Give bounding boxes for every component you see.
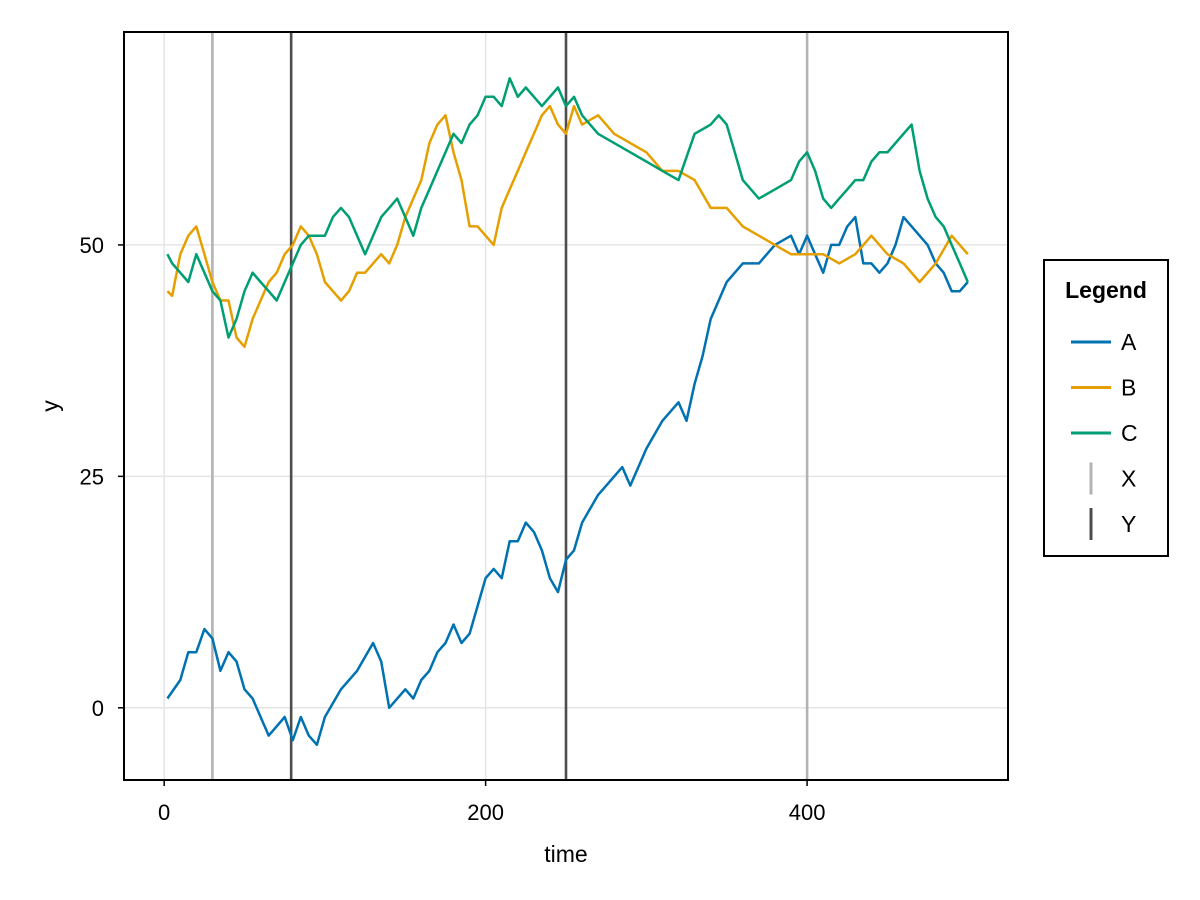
legend-title: Legend	[1065, 277, 1147, 303]
x-tick-label: 200	[467, 800, 504, 825]
y-tick-label: 0	[92, 696, 104, 721]
reference-vlines	[211, 32, 809, 780]
axis-ticks: 0 200 400 0 25 50	[80, 233, 826, 825]
y-axis-label: y	[37, 400, 63, 412]
x-tick-label: 0	[158, 800, 170, 825]
legend-label: B	[1121, 375, 1136, 401]
plot-frame	[123, 31, 1009, 781]
legend-entry-y: Y	[1089, 508, 1136, 540]
data-series	[166, 77, 969, 747]
legend-entry-a: A	[1071, 329, 1137, 355]
y-tick-label: 50	[80, 233, 104, 258]
legend-label: A	[1121, 329, 1137, 355]
x-tick-label: 400	[789, 800, 826, 825]
legend-label: Y	[1121, 511, 1136, 537]
series-line-c	[166, 77, 969, 339]
series-line-a	[166, 215, 969, 747]
legend-label: X	[1121, 466, 1136, 492]
legend-entry-x: X	[1089, 462, 1136, 495]
x-axis-label: time	[544, 841, 587, 867]
legend-box	[1043, 259, 1169, 557]
legend-entry-b: B	[1071, 375, 1136, 401]
legend-entry-c: C	[1071, 420, 1138, 446]
legend-label: C	[1121, 420, 1138, 446]
y-tick-label: 25	[80, 464, 104, 489]
